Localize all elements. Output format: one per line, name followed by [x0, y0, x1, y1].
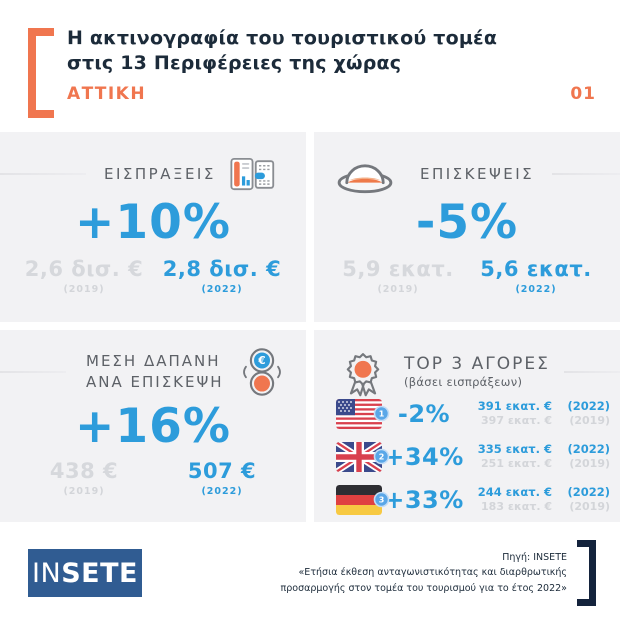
market-row-uk: 2 +34% 335 εκατ. € 251 εκατ. € (2022) (2…	[314, 435, 620, 478]
top-markets-title: TOP 3 ΑΓΟΡΕΣ	[404, 353, 550, 374]
visits-new-value: 5,6 εκατ.	[480, 257, 592, 282]
svg-text:2: 2	[379, 452, 385, 461]
top-markets-subtitle: (βάσει εισπράξεων)	[404, 375, 523, 390]
market-new-value: 335 εκατ. €	[477, 441, 552, 456]
visits-change: -5%	[415, 195, 519, 250]
visits-new-year: (2022)	[515, 284, 557, 296]
source-line3: προσαρμογής στον τομέα του τουρισμού για…	[280, 582, 567, 594]
avg-spend-new-value: 507 €	[187, 459, 257, 484]
rank-badge: 1	[373, 405, 390, 421]
market-change: +33%	[384, 485, 464, 514]
svg-text:3: 3	[379, 495, 385, 504]
avg-spend-new-year: (2022)	[201, 486, 243, 498]
visits-old-value: 5,9 εκατ.	[342, 257, 454, 282]
germany-flag-icon	[336, 484, 382, 515]
source-line2: «Ετήσια έκθεση ανταγωνιστικότητας και δι…	[298, 567, 568, 579]
receipts-old-value: 2,6 δισ. €	[24, 257, 144, 282]
receipts-new-value-block: 2,8 δισ. € (2022)	[153, 257, 291, 295]
market-change: -2%	[397, 399, 451, 428]
visits-old-year: (2019)	[377, 284, 419, 296]
orange-bracket-icon	[28, 28, 54, 118]
receipts-change: +10%	[75, 195, 231, 250]
market-new-year: (2022)	[567, 441, 610, 456]
source-line1: Πηγή: INSETE	[502, 552, 567, 564]
avg-spend-old-value: 438 €	[49, 459, 119, 484]
avg-spend-old-value-block: 438 € (2019)	[15, 459, 153, 497]
decorative-line	[0, 173, 86, 175]
panel-visits-title: ΕΠΙΣΚΕΨΕΙΣ	[420, 165, 535, 183]
decorative-line	[552, 173, 620, 175]
panel-avg-spend-title: ΜΕΣΗ ΔΑΠΑΝΗ ΑΝΑ ΕΠΙΣΚΕΨΗ	[86, 352, 224, 391]
avg-spend-change: +16%	[75, 399, 231, 454]
market-new-year: (2022)	[567, 398, 610, 413]
market-old-value: 397 εκατ. €	[481, 413, 552, 427]
source-text: Πηγή: INSETE «Ετήσια έκθεση ανταγωνιστικ…	[281, 550, 567, 596]
market-old-year: (2019)	[569, 456, 610, 470]
receipts-new-value: 2,8 δισ. €	[162, 257, 282, 282]
stats-grid: ΕΙΣΠΡΑΞΕΙΣ	[0, 132, 620, 522]
decorative-line	[563, 371, 620, 373]
header: Η ακτινογραφία του τουριστικού τομέα στι…	[0, 0, 620, 118]
panel-top-markets: TOP 3 ΑΓΟΡΕΣ (βάσει εισπράξεων)	[314, 330, 620, 522]
market-change: +34%	[384, 442, 464, 471]
market-row-usa: 1 -2% 391 εκατ. € 397 εκατ. € (2022) (20…	[314, 392, 620, 435]
market-old-year: (2019)	[569, 413, 610, 427]
visits-old-value-block: 5,9 εκατ. (2019)	[329, 257, 467, 295]
visits-new-value-block: 5,6 εκατ. (2022)	[467, 257, 605, 295]
panel-receipts: ΕΙΣΠΡΑΞΕΙΣ	[0, 132, 306, 322]
market-row-germany: 3 +33% 244 εκατ. € 183 εκατ. € (2022) (2…	[314, 478, 620, 521]
usa-flag-icon	[336, 398, 382, 429]
page-title: Η ακτινογραφία του τουριστικού τομέα στι…	[67, 26, 596, 76]
market-new-value: 391 εκατ. €	[477, 398, 552, 413]
pos-terminal-icon	[230, 157, 276, 192]
market-old-year: (2019)	[569, 499, 610, 513]
avg-spend-old-year: (2019)	[63, 486, 105, 498]
rank-badge: 3	[373, 491, 390, 507]
receipts-old-value-block: 2,6 δισ. € (2019)	[15, 257, 153, 295]
receipts-new-year: (2022)	[201, 284, 243, 296]
footer: IN SETE Πηγή: INSETE «Ετήσια έκθεση ανταγ…	[0, 540, 620, 606]
euro-coins-icon: €	[238, 348, 286, 396]
page-title-line1: Η ακτινογραφία του τουριστικού τομέα	[67, 27, 498, 49]
panel-visits: ΕΠΙΣΚΕΨΕΙΣ -5% 5,9 εκατ. (2019) 5,6 εκατ…	[314, 132, 620, 322]
panel-receipts-title: ΕΙΣΠΡΑΞΕΙΣ	[104, 165, 216, 183]
svg-text:1: 1	[379, 409, 385, 418]
decorative-line	[0, 371, 66, 373]
insete-logo: IN SETE	[28, 549, 142, 597]
region-label: ΑΤΤΙΚΗ	[67, 84, 147, 105]
market-new-year: (2022)	[567, 484, 610, 499]
market-old-value: 183 εκατ. €	[481, 499, 552, 513]
page-number: 01	[570, 84, 596, 105]
panel-avg-spend: ΜΕΣΗ ΔΑΠΑΝΗ ΑΝΑ ΕΠΙΣΚΕΨΗ € +16%	[0, 330, 306, 522]
svg-text:€: €	[257, 354, 265, 367]
navy-bracket-icon	[577, 540, 596, 606]
market-new-value: 244 εκατ. €	[477, 484, 552, 499]
market-old-value: 251 εκατ. €	[481, 456, 552, 470]
page-title-line2: στις 13 Περιφέρειες της χώρας	[67, 52, 402, 75]
rank-badge: 2	[373, 448, 390, 464]
avg-spend-new-value-block: 507 € (2022)	[153, 459, 291, 497]
award-medal-icon	[338, 345, 388, 399]
sun-hat-icon	[334, 151, 396, 197]
receipts-old-year: (2019)	[63, 284, 105, 296]
